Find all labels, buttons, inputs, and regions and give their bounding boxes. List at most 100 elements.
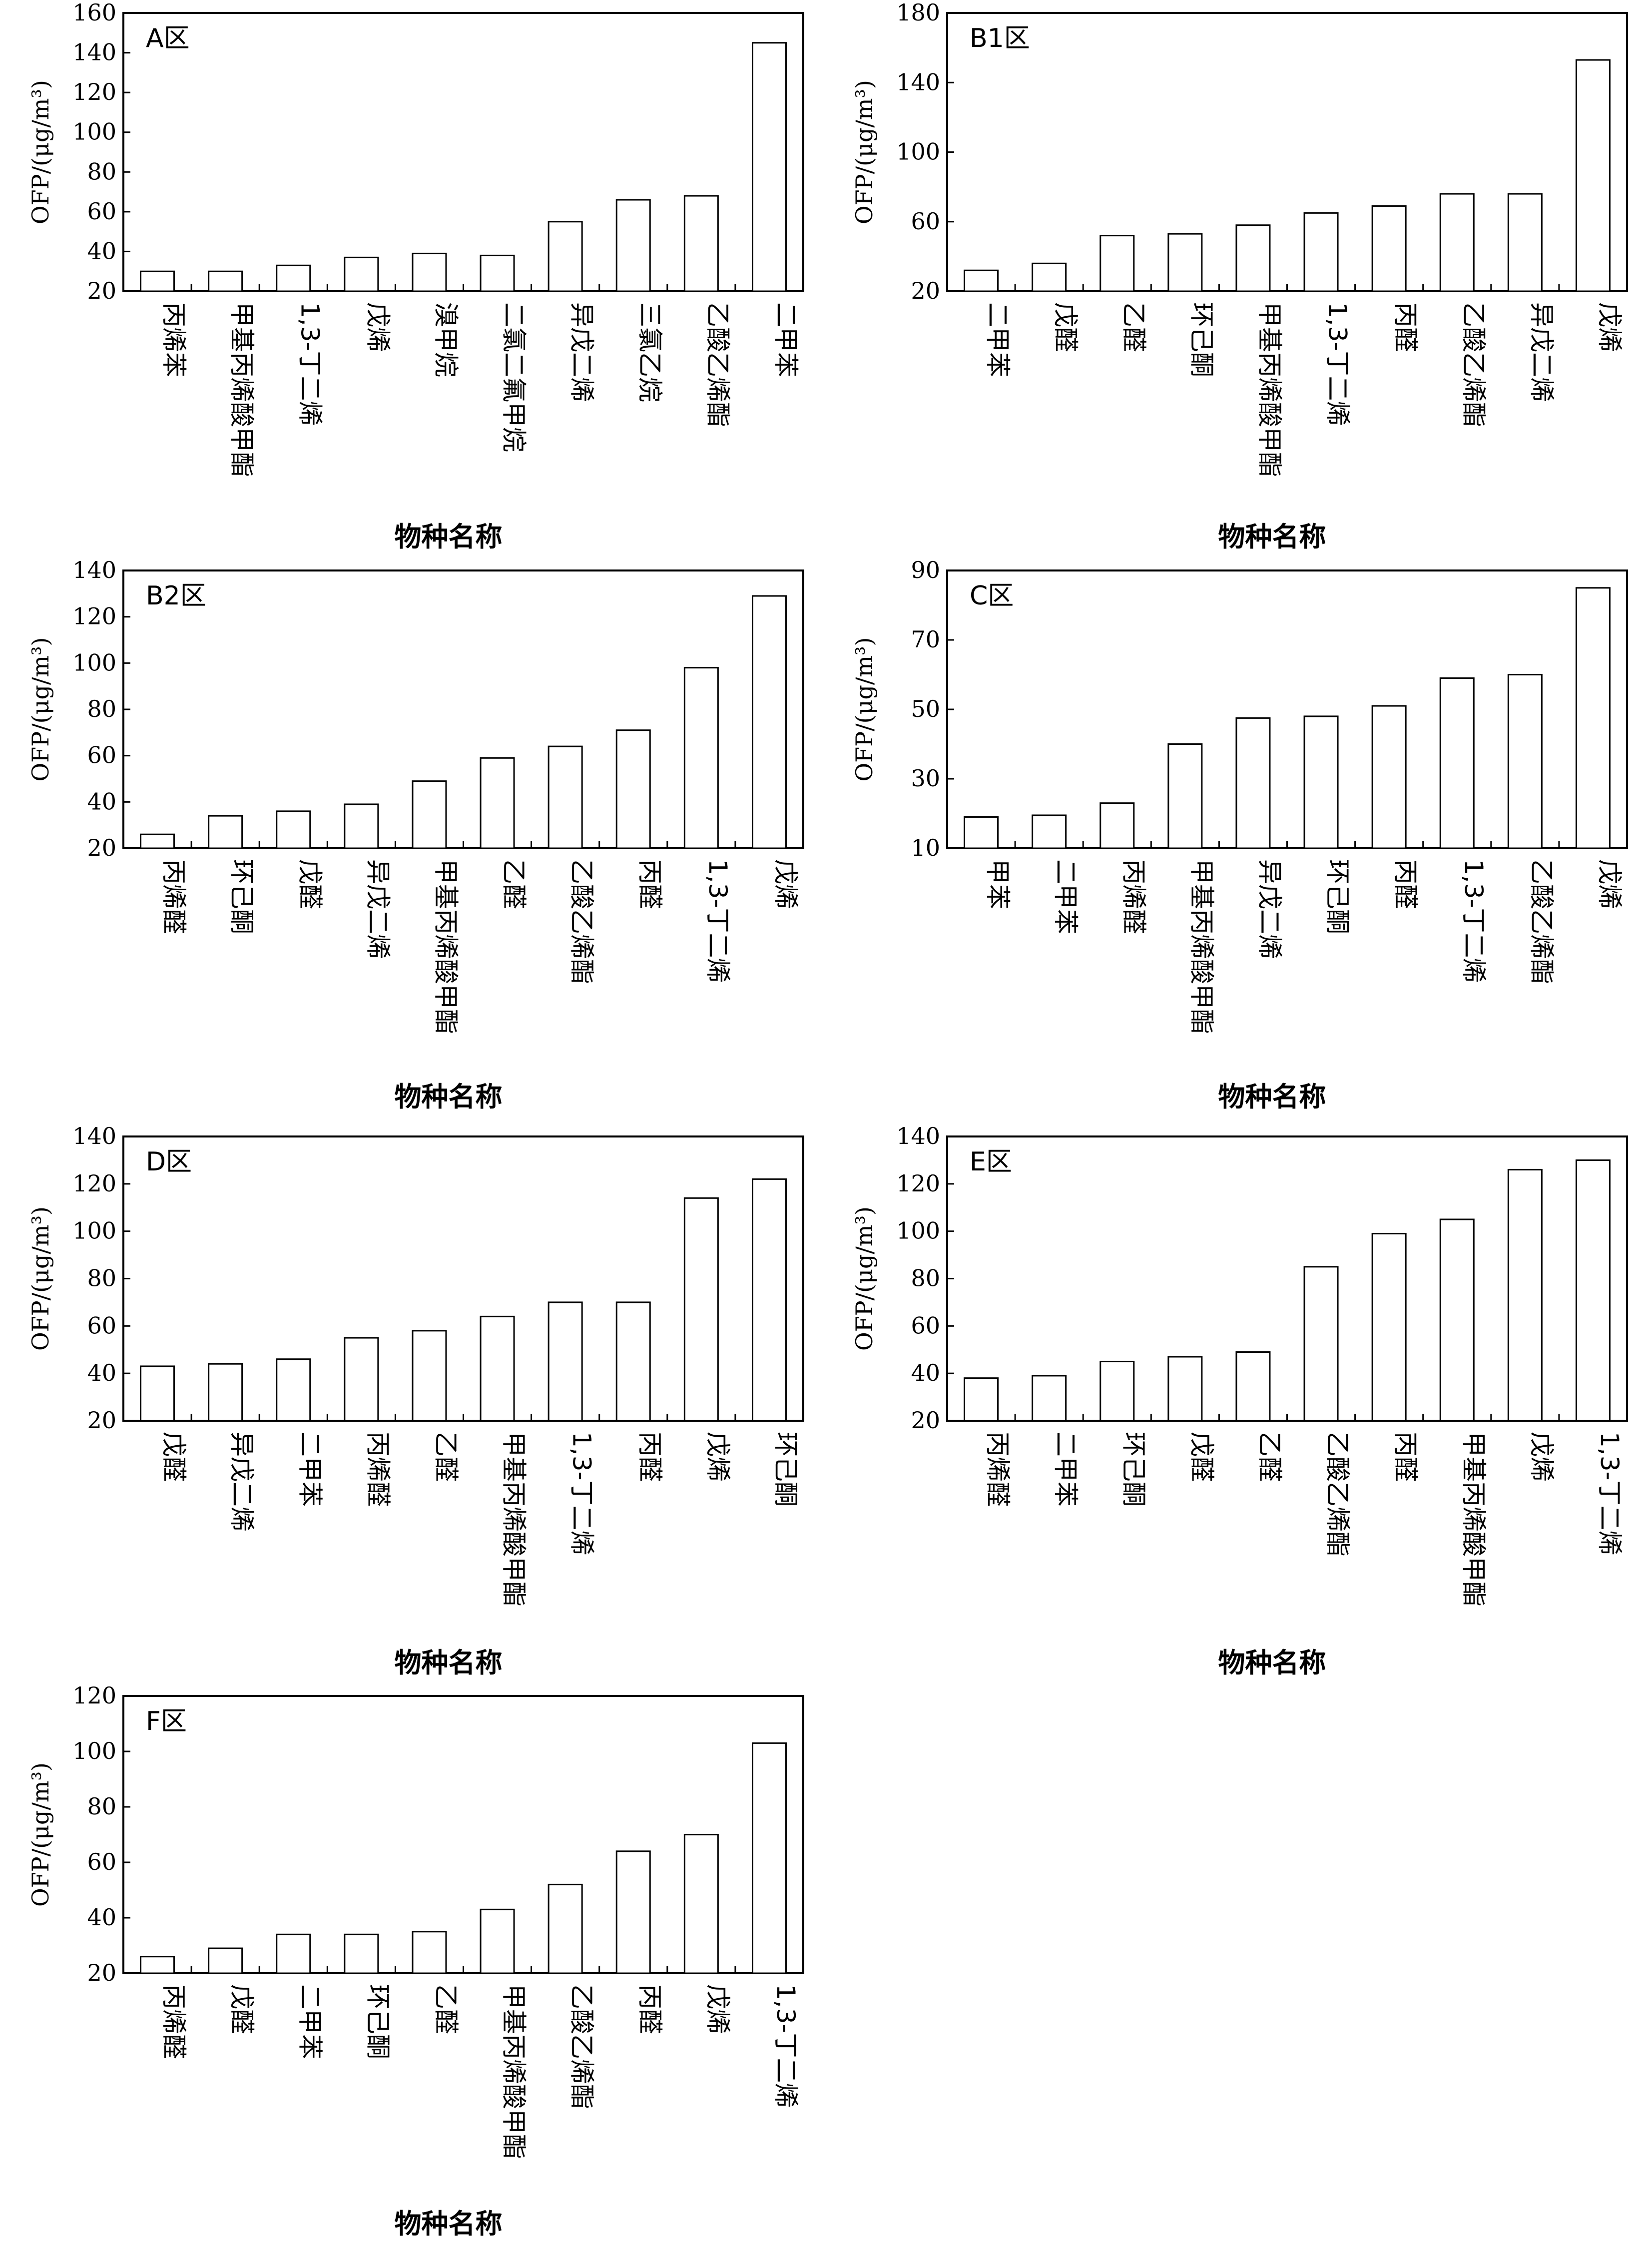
y-tick-label: 100 — [72, 1217, 116, 1244]
category-label: 异戊二烯 — [1527, 302, 1556, 402]
category-label: 乙酸乙烯酯 — [567, 859, 596, 984]
bar-3 — [1100, 802, 1135, 849]
panel-label: E区 — [970, 1147, 1012, 1177]
category-label: 丙烯醛 — [159, 1984, 188, 2059]
category-label: 异戊二烯 — [227, 1432, 256, 1532]
panel-label: D区 — [146, 1147, 192, 1177]
y-axis-title: OFP/(μg/m³) — [27, 637, 54, 782]
category-label: 甲基丙烯酸甲酯 — [500, 1432, 529, 1607]
bar-10 — [1575, 1159, 1611, 1422]
category-label: 异戊二烯 — [1255, 859, 1284, 959]
category-label: 甲基丙烯酸甲酯 — [1187, 859, 1216, 1034]
bar-10 — [751, 1742, 787, 1974]
category-label: 丙烯苯 — [159, 302, 188, 377]
y-tick-label: 20 — [87, 1407, 116, 1434]
category-label: 甲基丙烯酸甲酯 — [227, 302, 256, 477]
bar-4 — [1167, 233, 1203, 292]
bar-4 — [1167, 1356, 1203, 1422]
bar-9 — [1507, 193, 1543, 292]
category-label: 异戊二烯 — [567, 302, 596, 402]
bar-7 — [1371, 205, 1407, 292]
bar-6 — [480, 1315, 515, 1422]
category-label: 戊烯 — [1595, 302, 1624, 352]
bar-2 — [1032, 262, 1067, 292]
category-label: 乙酸乙烯酯 — [1527, 859, 1556, 984]
bar-1 — [140, 833, 175, 849]
bar-8 — [1439, 1218, 1475, 1422]
category-label: 二氯二氟甲烷 — [500, 302, 529, 452]
y-tick-label: 70 — [911, 626, 940, 653]
category-label: 戊烯 — [1595, 859, 1624, 909]
category-label: 丙醛 — [635, 1432, 664, 1482]
category-label: 丙醛 — [1391, 302, 1420, 352]
y-tick-label: 180 — [896, 0, 940, 26]
category-label: 甲基丙烯酸甲酯 — [1255, 302, 1284, 477]
x-axis-title: 物种名称 — [395, 521, 503, 553]
category-label: 1,3-丁二烯 — [1323, 302, 1352, 426]
bar-8 — [615, 1850, 651, 1974]
chart-panel-3: 20 40 60 80 100 120 140 丙烯醛 环己酮 戊醛 异戊二烯 甲基丙烯酸甲酯 乙醛 乙酸… — [27, 557, 804, 1113]
bar-1 — [964, 816, 999, 849]
bar-7 — [548, 745, 583, 849]
y-tick-label: 140 — [72, 39, 116, 66]
bar-1 — [964, 269, 999, 292]
category-label: 戊醛 — [159, 1432, 188, 1482]
category-label: 丙烯醛 — [1119, 859, 1148, 934]
chart-panel-2: 20 60 100 140 180 二甲苯 戊醛 乙醛 环己酮 甲基丙烯酸甲酯 1,3-丁二烯 丙醛乙… — [851, 0, 1628, 553]
category-label: 乙酸乙烯酯 — [703, 302, 732, 427]
y-tick-label: 100 — [72, 118, 116, 145]
category-label: 甲基丙烯酸甲酯 — [500, 1984, 529, 2159]
bar-10 — [751, 42, 787, 292]
category-label: 二甲苯 — [295, 1984, 324, 2059]
bar-3 — [1100, 235, 1135, 292]
bar-4 — [344, 1337, 379, 1422]
category-label: 乙酸乙烯酯 — [567, 1984, 596, 2109]
category-label: 乙酸乙烯酯 — [1323, 1432, 1352, 1557]
category-label: 甲苯 — [983, 859, 1012, 909]
y-tick-label: 60 — [87, 1848, 116, 1875]
bar-4 — [344, 1933, 379, 1974]
y-tick-label: 140 — [896, 1122, 940, 1149]
category-label: 环己酮 — [363, 1984, 392, 2059]
y-tick-label: 140 — [896, 68, 940, 95]
category-label: 二甲苯 — [1051, 1432, 1080, 1507]
y-tick-label: 60 — [87, 1312, 116, 1339]
y-axis-title: OFP/(μg/m³) — [27, 1762, 54, 1907]
y-tick-label: 40 — [87, 1359, 116, 1386]
chart-panel-7: 20 40 60 80 100 120 丙烯醛 戊醛 二甲苯 环己酮 乙醛 甲基丙烯酸甲酯 乙酸乙烯酯 丙… — [27, 1682, 804, 2240]
chart-panel-1: 20 40 60 80 100 120 140 160 丙烯苯 甲基丙烯酸甲酯 1,3-丁二烯 戊烯溴… — [27, 0, 804, 553]
bar-5 — [412, 252, 447, 292]
bar-7 — [1371, 705, 1407, 849]
y-tick-label: 100 — [72, 1737, 116, 1764]
category-label: 二甲苯 — [295, 1432, 324, 1507]
x-axis-title: 物种名称 — [395, 2208, 503, 2240]
bar-4 — [1167, 743, 1203, 849]
bar-1 — [140, 270, 175, 292]
x-axis-title: 物种名称 — [1218, 1081, 1326, 1113]
y-tick-label: 20 — [87, 1959, 116, 1986]
bar-5 — [412, 1330, 447, 1422]
category-label: 丙醛 — [1391, 1432, 1420, 1482]
category-label: 1,3-丁二烯 — [295, 302, 324, 426]
y-tick-label: 80 — [87, 1793, 116, 1820]
y-tick-label: 20 — [911, 277, 940, 304]
bar-3 — [276, 810, 311, 849]
y-tick-label: 100 — [896, 1217, 940, 1244]
y-tick-label: 20 — [911, 1407, 940, 1434]
y-tick-label: 160 — [72, 0, 116, 26]
x-axis-title: 物种名称 — [1218, 1647, 1326, 1679]
chart-panel-4: 10 30 50 70 90 甲苯 二甲苯 丙烯醛 甲基丙烯酸甲酯 异戊二烯 环己酮 丙醛 1,3-丁二… — [851, 557, 1628, 1113]
y-tick-label: 100 — [72, 649, 116, 676]
category-label: 乙醛 — [431, 1432, 460, 1482]
bar-6 — [480, 757, 515, 849]
bar-2 — [1032, 1375, 1067, 1422]
bar-7 — [1371, 1232, 1407, 1422]
category-label: 丙烯醛 — [159, 859, 188, 934]
y-tick-label: 40 — [87, 1904, 116, 1931]
category-label: 环己酮 — [771, 1432, 800, 1507]
bar-9 — [683, 1197, 719, 1422]
bar-3 — [276, 1358, 311, 1422]
y-tick-label: 60 — [911, 208, 940, 235]
bar-1 — [140, 1365, 175, 1422]
bar-9 — [1507, 1168, 1543, 1422]
